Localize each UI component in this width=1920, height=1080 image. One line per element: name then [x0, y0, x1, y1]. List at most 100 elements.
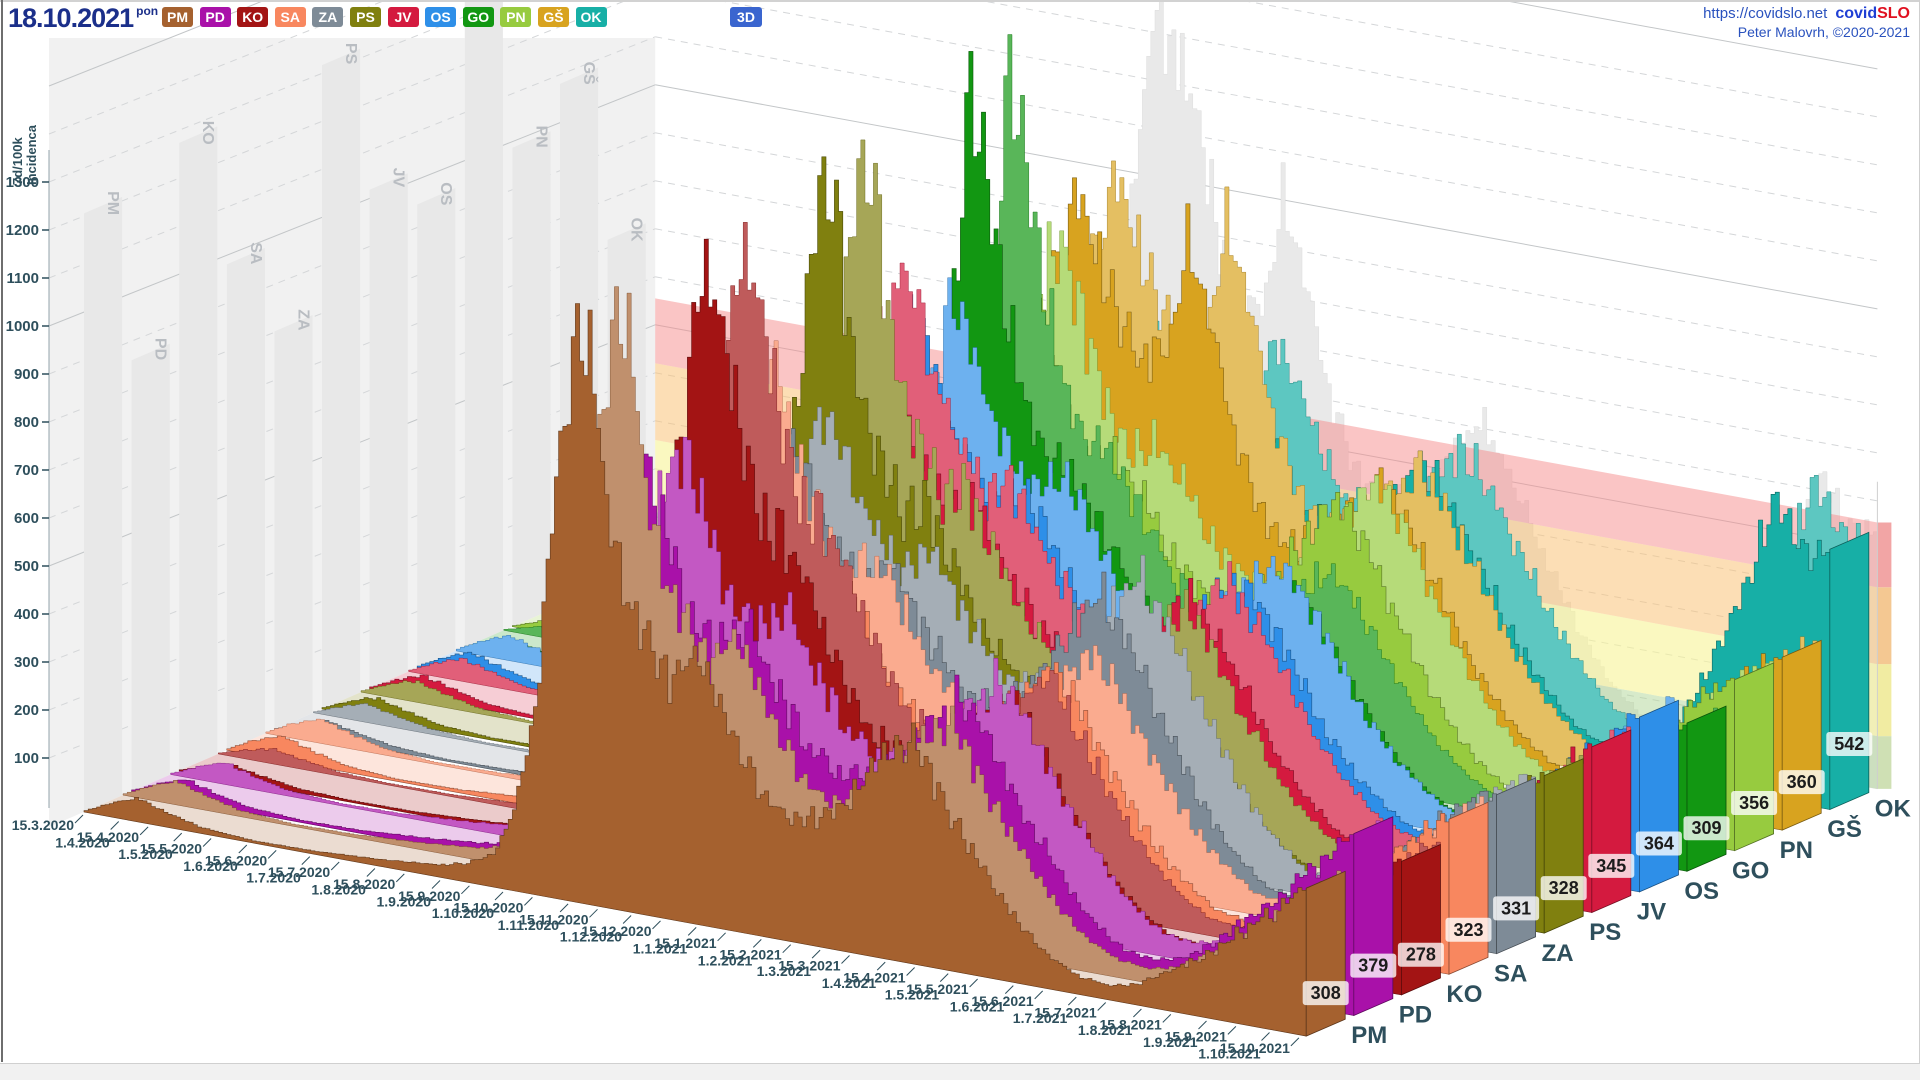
svg-text:1.10.2020: 1.10.2020: [432, 905, 494, 921]
svg-text:100: 100: [14, 750, 39, 767]
svg-text:1.1.2021: 1.1.2021: [633, 940, 688, 956]
front-face-os: [1639, 699, 1679, 893]
svg-text:331: 331: [1501, 898, 1531, 918]
svg-text:PM: PM: [104, 191, 121, 215]
site-credit: Peter Malovrh, ©2020-2021: [1737, 24, 1910, 40]
svg-text:PD: PD: [1399, 1002, 1432, 1029]
svg-text:15.8.2021: 15.8.2021: [1100, 1016, 1162, 1032]
svg-text:ZA: ZA: [1542, 940, 1574, 967]
svg-text:1.5.2020: 1.5.2020: [118, 846, 173, 862]
site-url-link[interactable]: https://covidslo.net: [1703, 5, 1828, 22]
svg-text:ZA: ZA: [294, 309, 311, 331]
svg-text:15.12.2020: 15.12.2020: [581, 923, 651, 939]
y-axis: 100 200 300 400 500 600 700 800 900 1000 1100 1200 1…: [6, 150, 50, 808]
svg-text:15.2.2021: 15.2.2021: [719, 947, 781, 963]
svg-text:1300: 1300: [6, 174, 39, 191]
svg-text:GŠ: GŠ: [1827, 815, 1862, 843]
region-button-jv[interactable]: JV: [387, 7, 419, 27]
svg-text:PD: PD: [152, 338, 169, 360]
svg-text:15.7.2020: 15.7.2020: [268, 864, 330, 880]
region-button-gš[interactable]: GŠ: [537, 7, 569, 27]
svg-text:1.3.2021: 1.3.2021: [757, 963, 812, 979]
region-button-ok[interactable]: OK: [575, 7, 607, 27]
svg-text:15.11.2020: 15.11.2020: [519, 911, 589, 927]
svg-text:1100: 1100: [6, 270, 39, 287]
svg-text:OS: OS: [1684, 878, 1719, 905]
window-border-top: [0, 0, 1920, 2]
svg-text:379: 379: [1358, 956, 1388, 976]
mode-3d-button[interactable]: 3D: [730, 7, 762, 27]
svg-text:1.4.2020: 1.4.2020: [55, 835, 110, 851]
svg-text:15.9.2020: 15.9.2020: [398, 888, 460, 904]
region-button-ko[interactable]: KO: [237, 7, 269, 27]
svg-text:1.9.2021: 1.9.2021: [1143, 1034, 1198, 1050]
svg-text:328: 328: [1549, 878, 1579, 898]
svg-text:KO: KO: [199, 121, 216, 145]
svg-text:PN: PN: [1780, 837, 1813, 864]
svg-text:PN: PN: [532, 126, 549, 148]
front-face-go: [1686, 705, 1727, 872]
region-button-ps[interactable]: PS: [349, 7, 381, 27]
region-button-bar: PM PD KO SA ZA PS JV OS GO PN GŠ OK: [162, 7, 613, 27]
svg-text:PS: PS: [1589, 919, 1621, 946]
region-button-sa[interactable]: SA: [274, 7, 306, 27]
svg-text:15.3.2021: 15.3.2021: [778, 958, 840, 974]
svg-text:PM: PM: [1351, 1022, 1387, 1049]
svg-text:345: 345: [1596, 856, 1626, 876]
svg-text:JV: JV: [1637, 899, 1666, 926]
svg-text:OK: OK: [628, 218, 645, 242]
date-label: 18.10.2021: [8, 3, 134, 33]
svg-text:15.7.2021: 15.7.2021: [1034, 1005, 1096, 1021]
svg-text:15.10.2020: 15.10.2020: [453, 899, 523, 915]
front-face-ok: [1829, 531, 1870, 811]
weekday-label: pon: [136, 4, 159, 18]
brand-covid: covid: [1835, 5, 1878, 22]
svg-text:356: 356: [1739, 793, 1769, 813]
front-face-pd: [1353, 816, 1394, 1017]
svg-text:308: 308: [1311, 983, 1341, 1003]
svg-text:364: 364: [1644, 834, 1674, 854]
svg-text:1.7.2020: 1.7.2020: [246, 870, 301, 886]
svg-text:15.6.2021: 15.6.2021: [971, 993, 1033, 1009]
svg-text:278: 278: [1406, 945, 1436, 965]
svg-text:15.8.2020: 15.8.2020: [333, 876, 395, 892]
svg-text:1.10.2021: 1.10.2021: [1198, 1046, 1260, 1062]
svg-text:15.4.2021: 15.4.2021: [843, 970, 905, 986]
svg-text:800: 800: [14, 414, 39, 431]
svg-text:500: 500: [14, 558, 39, 575]
region-button-pn[interactable]: PN: [500, 7, 532, 27]
svg-text:15.6.2020: 15.6.2020: [205, 852, 267, 868]
region-ridges: [83, 34, 1870, 1037]
front-face-gš: [1781, 639, 1822, 831]
front-face-za: [1496, 777, 1536, 955]
brand-slo: SLO: [1877, 5, 1910, 22]
svg-text:KO: KO: [1446, 981, 1482, 1008]
current-date: 18.10.2021 pon: [8, 3, 158, 34]
svg-text:600: 600: [14, 510, 39, 527]
svg-text:400: 400: [14, 606, 39, 623]
svg-text:1.12.2020: 1.12.2020: [560, 929, 622, 945]
svg-text:1.4.2021: 1.4.2021: [822, 975, 877, 991]
svg-text:1.11.2020: 1.11.2020: [498, 917, 560, 933]
site-brand: covidSLO: [1835, 5, 1910, 22]
svg-text:7d/100kIncidenca: 7d/100kIncidenca: [10, 124, 39, 185]
svg-text:OK: OK: [1875, 796, 1912, 823]
svg-text:360: 360: [1787, 772, 1817, 792]
window-border-left: [1, 0, 3, 1062]
svg-text:SA: SA: [1494, 960, 1527, 987]
region-button-pd[interactable]: PD: [199, 7, 231, 27]
site-info: https://covidslo.net covidSLO Peter Malov…: [1703, 5, 1910, 41]
region-button-go[interactable]: GO: [462, 7, 494, 27]
region-button-za[interactable]: ZA: [312, 7, 344, 27]
front-face-ko: [1401, 843, 1441, 996]
region-button-os[interactable]: OS: [425, 7, 457, 27]
svg-text:GO: GO: [1732, 857, 1769, 884]
svg-text:15.5.2021: 15.5.2021: [906, 981, 968, 997]
region-button-pm[interactable]: PM: [162, 7, 193, 27]
svg-text:1.6.2020: 1.6.2020: [183, 858, 238, 874]
svg-text:200: 200: [14, 702, 39, 719]
svg-text:700: 700: [14, 462, 39, 479]
svg-text:SA: SA: [247, 242, 264, 265]
